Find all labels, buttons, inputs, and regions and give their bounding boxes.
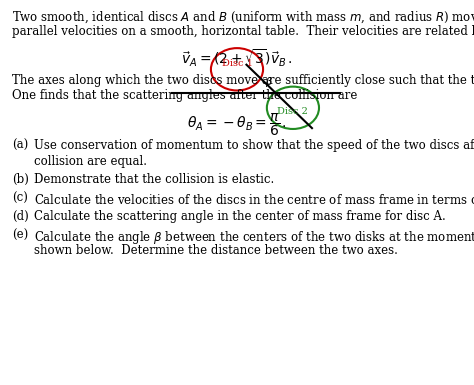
Text: collision are equal.: collision are equal. (34, 155, 147, 168)
Text: (c): (c) (12, 192, 27, 205)
Text: (b): (b) (12, 173, 29, 186)
Text: Use conservation of momentum to show that the speed of the two discs after the: Use conservation of momentum to show tha… (34, 139, 474, 152)
Text: shown below.  Determine the distance between the two axes.: shown below. Determine the distance betw… (34, 244, 398, 257)
Text: Calculate the angle $\beta$ between the centers of the two disks at the moment o: Calculate the angle $\beta$ between the … (34, 229, 474, 246)
Text: (d): (d) (12, 210, 28, 223)
Text: $\beta$: $\beta$ (265, 75, 273, 89)
Text: $\theta_A = -\theta_B = \dfrac{\pi}{6}\,.$: $\theta_A = -\theta_B = \dfrac{\pi}{6}\,… (187, 111, 287, 137)
Text: Two smooth, identical discs $A$ and $B$ (uniform with mass $m$, and radius $R$) : Two smooth, identical discs $A$ and $B$ … (12, 10, 474, 25)
Text: Demonstrate that the collision is elastic.: Demonstrate that the collision is elasti… (34, 173, 274, 186)
Text: Disc 2: Disc 2 (277, 107, 309, 116)
Text: parallel velocities on a smooth, horizontal table.  Their velocities are related: parallel velocities on a smooth, horizon… (12, 25, 474, 38)
Text: Disc 1: Disc 1 (221, 59, 253, 68)
Text: Calculate the velocities of the discs in the centre of mass frame in terms of $\: Calculate the velocities of the discs in… (34, 192, 474, 209)
Text: One finds that the scattering angles after the collision are: One finds that the scattering angles aft… (12, 89, 357, 102)
Text: (e): (e) (12, 229, 28, 242)
Text: (a): (a) (12, 139, 28, 152)
Text: $\vec{v}_A = (2 + \sqrt{3})\vec{v}_B\,.$: $\vec{v}_A = (2 + \sqrt{3})\vec{v}_B\,.$ (181, 47, 293, 69)
Text: Calculate the scattering angle in the center of mass frame for disc A.: Calculate the scattering angle in the ce… (34, 210, 446, 223)
Text: The axes along which the two discs move are sufficiently close such that the two: The axes along which the two discs move … (12, 74, 474, 87)
